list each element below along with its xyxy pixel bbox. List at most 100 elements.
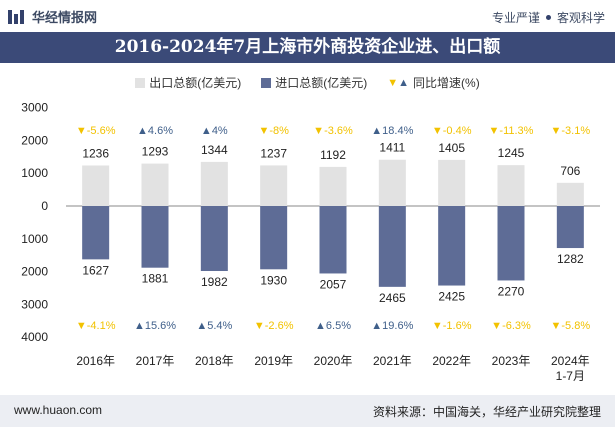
import-growth-label: ▼-5.8% (551, 320, 591, 332)
export-growth-label: ▼-3.6% (313, 125, 353, 137)
import-bar (141, 206, 169, 268)
y-tick-label: 0 (41, 199, 48, 213)
import-bar (319, 206, 347, 274)
import-bar (82, 206, 110, 260)
x-category-label: 2023年 (492, 354, 531, 368)
export-growth-label: ▼-0.4% (432, 125, 472, 137)
dot-icon (545, 15, 551, 20)
import-value-label: 1627 (82, 263, 109, 277)
slogan: 专业严谨 客观科学 (492, 9, 605, 26)
up-triangle-icon: ▲ (137, 125, 148, 137)
import-growth-label: ▼-6.3% (491, 320, 531, 332)
export-swatch (135, 77, 146, 88)
top-bar: 华经情报网 专业严谨 客观科学 (0, 0, 615, 32)
export-bar (141, 163, 169, 206)
export-bar (556, 182, 584, 206)
import-growth-label: ▲6.5% (315, 320, 351, 332)
import-growth-label: ▼-2.6% (254, 320, 294, 332)
down-triangle-icon: ▼ (313, 125, 324, 137)
import-value-label: 1881 (142, 272, 169, 286)
export-bar (200, 161, 228, 206)
slogan-left: 专业严谨 (491, 11, 540, 25)
import-value-label: 2425 (438, 290, 465, 304)
x-category-label: 2017年 (136, 354, 175, 368)
export-growth-label: ▼-3.1% (551, 125, 591, 137)
up-triangle-icon: ▲ (398, 76, 410, 89)
y-tick-label: 3000 (21, 297, 48, 311)
import-bar (556, 206, 584, 249)
export-growth-label: ▲18.4% (371, 125, 413, 137)
x-category-label: 2021年 (373, 354, 412, 368)
brand-name: 华经情报网 (32, 10, 98, 25)
x-category-label: 2016年 (76, 354, 115, 368)
export-growth-label: ▼-8% (258, 125, 289, 137)
export-growth-label: ▼-5.6% (76, 125, 116, 137)
import-growth-label: ▲5.4% (196, 320, 232, 332)
down-triangle-icon: ▼ (76, 125, 87, 137)
chart-plot: 3000 2000 1000 0 1000 2000 3000 4000 1236 1627 ▼-5… (21, 101, 600, 383)
brand[interactable]: 华经情报网 (8, 7, 97, 26)
y-tick-label: 2000 (21, 133, 48, 147)
export-value-label: 1192 (320, 148, 346, 162)
up-triangle-icon: ▲ (201, 125, 212, 137)
brand-logo-icon (8, 9, 26, 24)
import-growth-label: ▼-1.6% (432, 320, 472, 332)
export-bar (260, 165, 288, 206)
legend-yoy-label: 同比增速(%) (413, 76, 480, 90)
y-tick-label: 1000 (21, 166, 48, 180)
down-triangle-icon: ▼ (432, 320, 443, 332)
down-triangle-icon: ▼ (254, 320, 265, 332)
down-triangle-icon: ▼ (258, 125, 269, 137)
legend-export-label: 出口总额(亿美元) (149, 76, 242, 90)
footer: www.huaon.com 资料来源：中国海关，华经产业研究院整理 (0, 395, 615, 427)
up-triangle-icon: ▲ (315, 320, 326, 332)
up-triangle-icon: ▲ (196, 320, 207, 332)
up-triangle-icon: ▲ (371, 320, 382, 332)
import-bar (260, 206, 288, 270)
import-bar (200, 206, 228, 272)
down-triangle-icon: ▼ (491, 320, 502, 332)
export-bar (438, 159, 466, 206)
export-bar (378, 159, 406, 206)
import-value-label: 2057 (320, 277, 347, 291)
export-value-label: 1236 (82, 146, 109, 160)
export-growth-label: ▼-11.3% (489, 125, 534, 137)
slogan-right: 客观科学 (556, 11, 605, 25)
chart-legend: 出口总额(亿美元) 进口总额(亿美元) ▼▲ 同比增速(%) (0, 74, 615, 91)
import-value-label: 2270 (498, 284, 525, 298)
export-value-label: 1293 (142, 145, 169, 159)
export-value-label: 1237 (260, 146, 287, 160)
y-tick-label: 3000 (21, 101, 48, 115)
y-tick-label: 1000 (21, 232, 48, 246)
legend-export: 出口总额(亿美元) (135, 74, 241, 91)
x-category-label: 1-7月 (556, 369, 585, 383)
import-swatch (261, 77, 272, 88)
import-bar (378, 206, 406, 287)
import-growth-label: ▼-4.1% (76, 320, 116, 332)
down-triangle-icon: ▼ (432, 125, 443, 137)
yoy-markers-icon: ▼▲ (387, 77, 409, 89)
export-value-label: 1405 (438, 141, 465, 155)
down-triangle-icon: ▼ (551, 320, 562, 332)
export-value-label: 1245 (498, 146, 525, 160)
x-category-label: 2019年 (254, 354, 293, 368)
x-category-label: 2022年 (432, 354, 471, 368)
export-value-label: 706 (560, 164, 580, 178)
export-bar (497, 165, 525, 206)
export-growth-label: ▲4% (201, 125, 228, 137)
legend-import-label: 进口总额(亿美元) (275, 76, 368, 90)
import-value-label: 2465 (379, 291, 406, 305)
y-tick-label: 4000 (21, 330, 48, 344)
export-bar (82, 165, 110, 206)
x-category-label: 2020年 (314, 354, 353, 368)
export-value-label: 1344 (201, 143, 228, 157)
import-growth-label: ▲19.6% (371, 320, 413, 332)
down-triangle-icon: ▼ (387, 76, 399, 89)
footer-website-link[interactable]: www.huaon.com (14, 403, 103, 417)
export-bar (319, 166, 347, 206)
down-triangle-icon: ▼ (76, 320, 87, 332)
up-triangle-icon: ▲ (134, 320, 145, 332)
x-category-label: 2024年 (551, 354, 590, 368)
import-growth-label: ▲15.6% (134, 320, 176, 332)
legend-yoy: ▼▲ 同比增速(%) (387, 74, 479, 91)
